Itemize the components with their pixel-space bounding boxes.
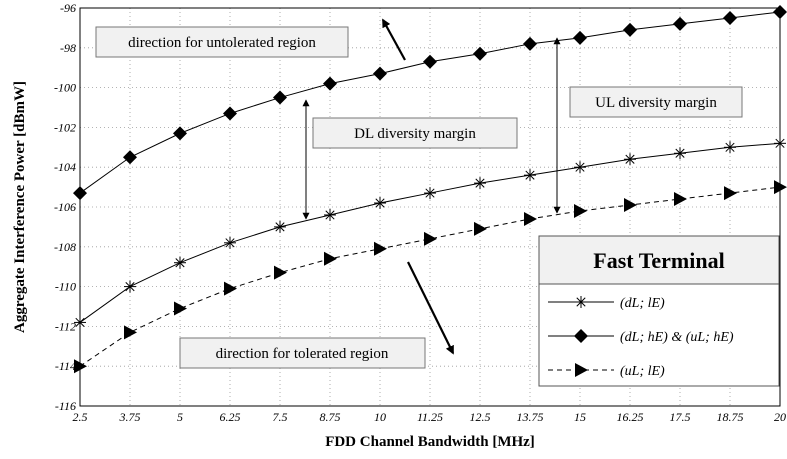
x-tick-label: 18.75: [717, 410, 744, 424]
y-axis-title: Aggregate Interference Power [dBmW]: [12, 81, 28, 333]
series-2-point: [724, 186, 737, 201]
series-0-point: [574, 161, 586, 174]
series-0-point: [224, 236, 236, 249]
series-2-point: [474, 221, 487, 236]
series-0-point: [424, 187, 436, 200]
series-0-point: [274, 220, 286, 233]
legend-marker-2: [575, 363, 588, 377]
y-tick-label: -102: [54, 120, 76, 134]
series-0-point: [124, 280, 136, 293]
series-2-point: [174, 301, 187, 316]
series-1-point: [123, 150, 137, 165]
x-tick-label: 11.25: [417, 410, 443, 424]
series-2-point: [274, 265, 287, 280]
series-2-point: [124, 325, 137, 340]
series-0-point: [474, 177, 486, 190]
series-2-point: [524, 211, 537, 226]
legend: Fast Terminal (dL; lE) (dL; hE) & (uL; hE…: [538, 235, 780, 387]
legend-marker-0: [575, 296, 587, 308]
series-0-point: [374, 197, 386, 210]
annotation-untolerated: direction for untolerated region: [95, 26, 349, 58]
series-1-point: [623, 22, 637, 37]
series-0-point: [674, 147, 686, 160]
x-axis-title: FDD Channel Bandwidth [MHz]: [325, 434, 535, 450]
y-tick-label: -106: [54, 200, 76, 214]
y-tick-label: -108: [54, 240, 76, 254]
y-tick-label: -96: [60, 1, 76, 15]
series-2-point: [624, 198, 637, 213]
series-0-point: [724, 141, 736, 154]
legend-marker-1: [574, 329, 588, 343]
series-1-point: [723, 10, 737, 25]
x-tick-label: 7.5: [273, 410, 288, 424]
series-1-point: [273, 90, 287, 105]
series-1-point: [573, 30, 587, 45]
legend-entries: (dL; lE) (dL; hE) & (uL; hE) (uL; lE): [548, 296, 734, 379]
series-2-point: [324, 251, 337, 266]
plot-frame: [79, 7, 781, 407]
series-0-point: [624, 153, 636, 166]
y-tick-label: -114: [55, 359, 76, 373]
series-0-point: [174, 256, 186, 269]
series-2-point: [574, 203, 587, 218]
series-2-point: [374, 241, 387, 256]
legend-title: Fast Terminal: [593, 248, 724, 273]
annotation-tolerated-text: direction for tolerated region: [216, 346, 389, 362]
x-tick-label: 17.5: [670, 410, 691, 424]
series-1-point: [173, 126, 187, 141]
tick-labels: 2.5 3.75 5 6.25 7.5 8.75 10 11.25 12.5 13.75 15 16.…: [54, 1, 786, 424]
legend-title-box: [538, 235, 780, 285]
series-1-point: [423, 54, 437, 69]
x-tick-label: 6.25: [220, 410, 241, 424]
series-2-point: [424, 231, 437, 246]
y-tick-label: -110: [55, 280, 76, 294]
legend-entry-2: (uL; lE): [620, 364, 665, 379]
x-tick-label: 5: [177, 410, 183, 424]
series-1-point: [373, 66, 387, 81]
x-tick-label: 16.25: [617, 410, 644, 424]
x-tick-label: 12.5: [470, 410, 491, 424]
series-1-point: [473, 46, 487, 61]
series-0-point: [524, 169, 536, 182]
y-tick-label: -116: [55, 399, 76, 413]
y-tick-label: -104: [54, 160, 76, 174]
legend-entry-1: (dL; hE) & (uL; hE): [620, 330, 734, 345]
series-0-point: [324, 208, 336, 221]
annotation-dl-margin: DL diversity margin: [312, 117, 518, 149]
untolerated-arrow: [382, 18, 406, 61]
series-2-point: [224, 281, 237, 296]
series-1-point: [523, 36, 537, 51]
annotation-tolerated: direction for tolerated region: [179, 337, 426, 369]
x-tick-label: 8.75: [320, 410, 341, 424]
y-tick-label: -100: [54, 81, 76, 95]
x-tick-label: 3.75: [119, 410, 141, 424]
series-layer: [73, 4, 787, 374]
y-tick-label: -98: [60, 41, 76, 55]
annotation-ul-margin: UL diversity margin: [569, 86, 743, 118]
x-tick-label: 20: [774, 410, 786, 424]
annotation-ul-margin-text: UL diversity margin: [595, 95, 717, 111]
annotation-dl-margin-text: DL diversity margin: [354, 126, 476, 142]
x-tick-label: 13.75: [517, 410, 544, 424]
series-1-point: [223, 106, 237, 121]
x-tick-label: 2.5: [73, 410, 88, 424]
series-1-point: [673, 16, 687, 31]
y-tick-label: -112: [55, 319, 76, 333]
legend-entry-0: (dL; lE): [620, 296, 665, 311]
series-2-point: [674, 192, 687, 207]
x-tick-label: 10: [374, 410, 386, 424]
series-line-2: [79, 186, 781, 367]
x-tick-label: 15: [574, 410, 586, 424]
series-1-point: [323, 76, 337, 91]
annotation-untolerated-text: direction for untolerated region: [128, 35, 316, 51]
tolerated-arrow: [407, 261, 454, 355]
